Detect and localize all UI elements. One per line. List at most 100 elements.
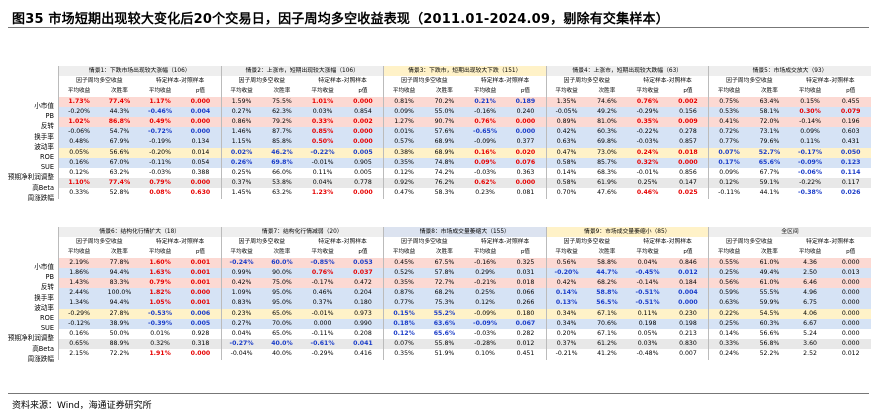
table-cell: 63.2%	[109, 169, 130, 177]
table-cell: 55.5%	[759, 289, 780, 297]
table-cell: -0.22%	[636, 128, 659, 136]
table-cell: 58.3%	[434, 189, 455, 197]
table-cell: 0.020	[515, 148, 536, 156]
table-cell: 0.198	[679, 319, 697, 327]
table-cell: 0.05%	[58, 147, 100, 158]
table-cell: 0.054	[191, 158, 210, 166]
table-cell: 44.7%	[596, 268, 618, 276]
sub-header: 次胜率	[598, 88, 616, 95]
table-cell: -0.06%	[798, 169, 823, 177]
table-cell: 0.09%	[383, 106, 425, 118]
table-cell: 0.000	[353, 97, 373, 105]
table-cell: 1.02%	[58, 117, 100, 128]
table-cell: 85.7%	[597, 158, 617, 166]
table-cell: 49.2%	[597, 107, 617, 115]
table-cell: 44.3%	[109, 107, 130, 115]
table-cell: 0.12%	[475, 299, 495, 307]
table-cell: 54.5%	[759, 309, 780, 317]
table-cell: 0.12%	[383, 168, 425, 179]
table-cell: 61.0%	[759, 279, 780, 287]
table-cell: 0.000	[841, 279, 860, 287]
table-cell: -0.16%	[474, 107, 496, 115]
table-cell: 56.8%	[759, 340, 780, 348]
metric-header-diff: 特定样本-对照样本	[806, 239, 855, 246]
table-cell: 61.9%	[597, 179, 617, 187]
table-cell: -0.11%	[708, 188, 750, 199]
table-cell: 76.2%	[434, 179, 455, 187]
table-cell: 0.35%	[383, 349, 425, 360]
table-cell: 77.8%	[109, 258, 130, 266]
table-cell: 58.8%	[597, 258, 617, 266]
table-cell: 0.180	[516, 309, 535, 317]
table-cell: 0.005	[354, 169, 372, 177]
table-row: -0.12% 38.9% -0.39% 0.005 0.27% 70.0% 0.000 0.9…	[58, 318, 871, 330]
table-cell: 0.42%	[545, 127, 587, 138]
row-label: 反转	[40, 283, 54, 292]
row-label: 预期净利润调整	[7, 334, 54, 343]
table-cell: -0.09%	[474, 138, 496, 146]
table-cell: 1.15%	[220, 137, 262, 148]
row-label: 高Beta	[32, 344, 54, 353]
row-label: 小市值	[34, 102, 54, 110]
table-cell: 1.63%	[149, 268, 171, 276]
table-cell: 0.14%	[708, 329, 750, 340]
table-cell: 0.000	[353, 138, 373, 146]
table-cell: 0.37%	[312, 299, 333, 307]
table-cell: 0.79%	[149, 179, 171, 187]
table-cell: -0.72%	[148, 128, 173, 136]
metric-header-returns: 因子周均多空收益	[707, 76, 790, 87]
table-cell: -0.01%	[636, 169, 659, 177]
table-cell: 59.1%	[759, 179, 780, 187]
table-cell: 0.198	[638, 319, 657, 327]
scenario-title: 情景5：市场成交放大（93）	[708, 66, 871, 77]
table-cell: 0.50%	[311, 138, 334, 146]
table-cell: 0.35%	[383, 157, 425, 169]
table-cell: 0.76%	[311, 268, 334, 276]
table-cell: 0.007	[679, 350, 697, 358]
table-cell: 0.18%	[383, 318, 425, 330]
table-cell: 0.09%	[800, 128, 820, 136]
table-cell: 0.012	[678, 268, 698, 276]
table-cell: 0.856	[679, 169, 697, 177]
table-cell: 0.48%	[58, 137, 100, 148]
table-cell: -0.11%	[149, 158, 171, 166]
table-cell: 0.278	[679, 128, 697, 136]
table-cell: 81.0%	[597, 118, 617, 126]
table-cell: 72.7%	[434, 279, 455, 287]
table-cell: 0.76%	[474, 118, 496, 126]
row-label: ROE	[40, 313, 54, 322]
table-cell: 1.43%	[58, 278, 100, 289]
table-cell: 0.000	[190, 97, 211, 105]
table-cell: -0.45%	[635, 268, 660, 276]
table-cell: 1.23%	[311, 189, 334, 197]
table-row: 0.16% 50.0% 0.01% 0.928 0.04% 65.0% -0.11% 0.20…	[58, 329, 872, 340]
table-cell: 0.000	[841, 299, 860, 307]
table-cell: 0.55%	[708, 257, 750, 268]
table-cell: 0.29%	[475, 268, 495, 276]
table-cell: 79.2%	[272, 118, 292, 126]
table-cell: 0.025	[678, 189, 698, 197]
table-cell: -0.09%	[473, 319, 498, 327]
metric-header-diff: 特定样本-对照样本	[806, 78, 855, 85]
table-cell: 47.6%	[597, 189, 617, 197]
table-cell: -0.19%	[149, 138, 171, 146]
table-cell: 0.009	[678, 118, 698, 126]
metric-header-diff: 特定样本-对照样本	[318, 78, 367, 85]
table-cell: 74.8%	[434, 158, 455, 166]
table-cell: 77.4%	[108, 179, 131, 187]
scenario-title: 情景6：结构化行情扩大（18）	[58, 227, 221, 238]
table-cell: 100.0%	[107, 289, 132, 297]
source-note: 资料来源：Wind，海通证券研究所	[12, 401, 152, 411]
table-row: 0.48% 67.9% -0.19% 0.134 1.15% 85.8% 0.50% 0.00…	[58, 137, 871, 148]
table-cell: 0.04%	[312, 179, 333, 187]
table-cell: -0.12%	[58, 318, 100, 330]
table-cell: 88.9%	[109, 340, 130, 348]
table-cell: 63.2%	[272, 189, 292, 197]
table-cell: 54.7%	[109, 128, 130, 136]
table-cell: 0.70%	[545, 188, 587, 199]
metric-header-row: 因子周均多空收益 特定样本-对照样本 因子周均多空收益 特定样本-对照样本 因子周均多空…	[57, 237, 872, 248]
table-cell: -0.22%	[310, 148, 335, 156]
table-row: 1.86% 94.4% 1.63% 0.001 0.99% 90.0% 0.76% 0.037…	[58, 267, 871, 279]
table-cell: 0.11%	[800, 138, 820, 146]
table-cell: 60.3%	[759, 319, 780, 327]
